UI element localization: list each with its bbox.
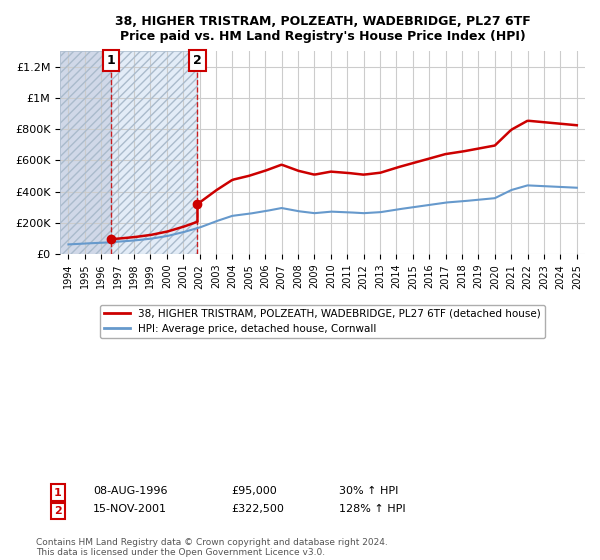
Text: 15-NOV-2001: 15-NOV-2001	[93, 505, 167, 515]
Text: 2: 2	[193, 54, 202, 67]
Bar	[60, 51, 111, 254]
Text: 1: 1	[54, 488, 62, 498]
Bar	[60, 51, 111, 254]
Text: 08-AUG-1996: 08-AUG-1996	[93, 486, 167, 496]
Bar	[111, 51, 197, 254]
Text: 1: 1	[107, 54, 115, 67]
Text: £95,000: £95,000	[231, 486, 277, 496]
Text: Contains HM Land Registry data © Crown copyright and database right 2024.
This d: Contains HM Land Registry data © Crown c…	[36, 538, 388, 557]
Legend: 38, HIGHER TRISTRAM, POLZEATH, WADEBRIDGE, PL27 6TF (detached house), HPI: Avera: 38, HIGHER TRISTRAM, POLZEATH, WADEBRIDG…	[100, 305, 545, 338]
Title: 38, HIGHER TRISTRAM, POLZEATH, WADEBRIDGE, PL27 6TF
Price paid vs. HM Land Regis: 38, HIGHER TRISTRAM, POLZEATH, WADEBRIDG…	[115, 15, 530, 43]
Text: £322,500: £322,500	[231, 505, 284, 515]
Text: 30% ↑ HPI: 30% ↑ HPI	[339, 486, 398, 496]
Bar	[111, 51, 197, 254]
Text: 128% ↑ HPI: 128% ↑ HPI	[339, 505, 406, 515]
Text: 2: 2	[54, 506, 62, 516]
